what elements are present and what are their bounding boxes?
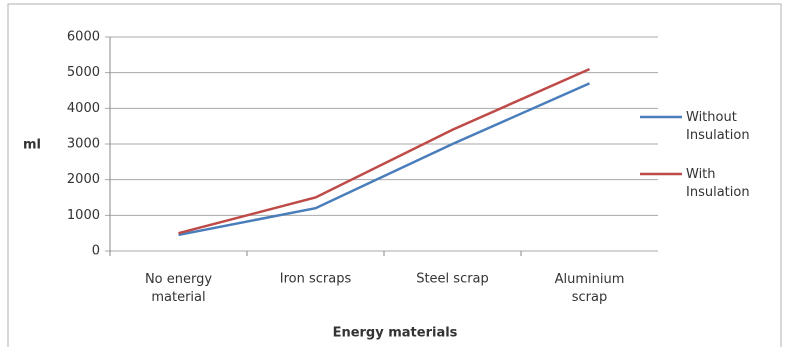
y-tick-label: 5000 [67,65,100,80]
x-tick-label: Aluminium scrap [555,272,625,305]
x-tick-label: Iron scraps [280,272,352,287]
legend-label: Without Insulation [686,110,750,143]
x-axis-label: Energy materials [333,326,458,341]
y-tick-label: 4000 [67,101,100,116]
x-tick-label: Steel scrap [416,272,489,287]
series-line [178,82,591,237]
chart-border [7,3,782,347]
y-axis-label: ml [23,138,41,153]
y-tick-label: 3000 [67,137,100,152]
series-line [178,67,591,235]
legend-label: With Insulation [686,167,750,200]
x-tick-label: No energy material [145,272,212,305]
y-tick-label: 0 [92,244,100,259]
y-tick-label: 6000 [67,30,100,45]
y-tick-label: 1000 [67,208,100,223]
y-tick-label: 2000 [67,172,100,187]
